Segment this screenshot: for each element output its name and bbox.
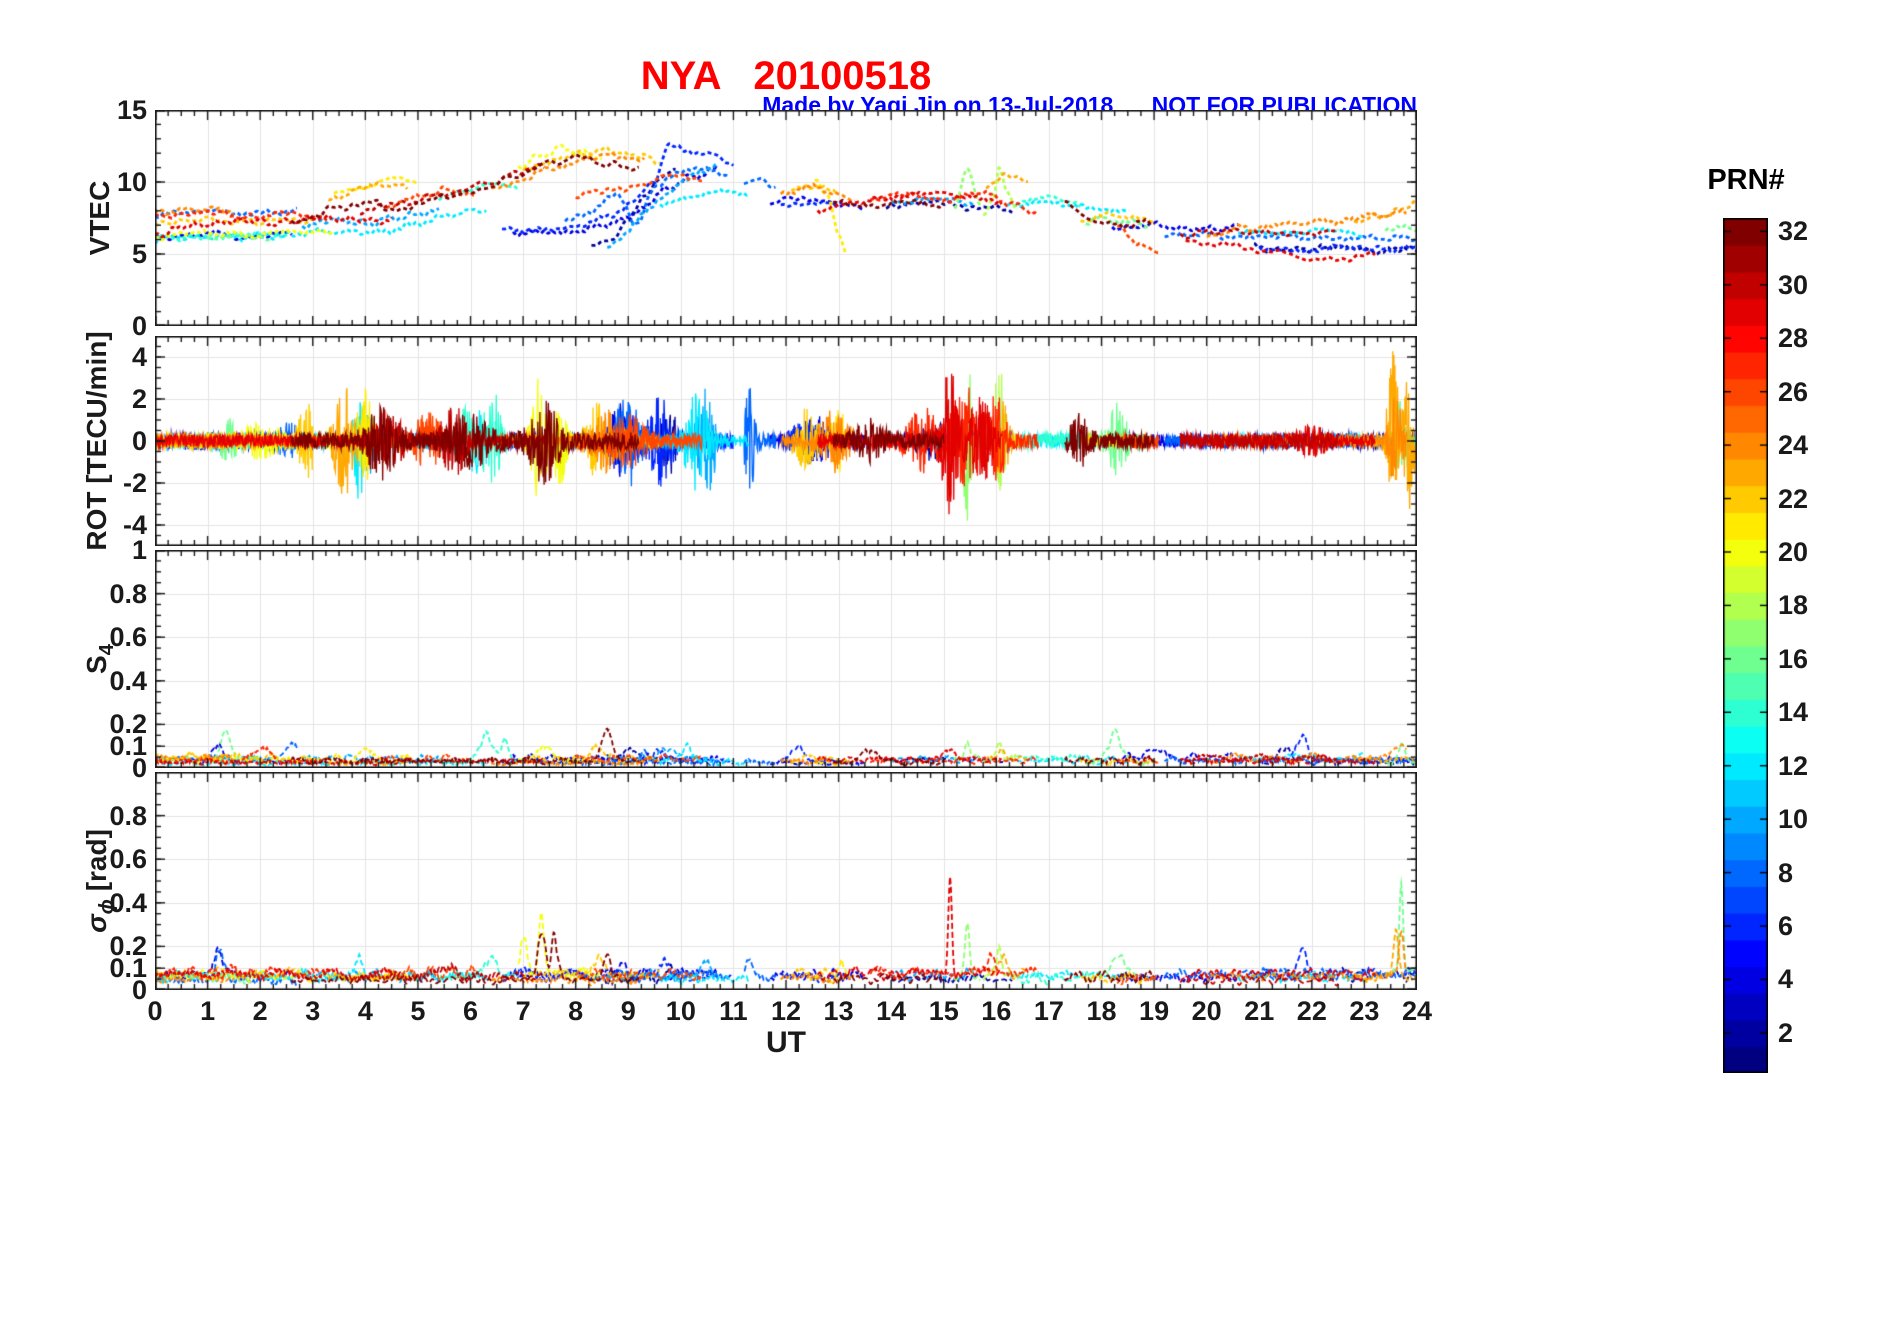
colorbar-tick-label: 16 bbox=[1778, 643, 1809, 674]
s4-panel bbox=[155, 550, 1417, 768]
chart-title: NYA 20100518 bbox=[640, 54, 932, 98]
colorbar-tick-label: 24 bbox=[1778, 430, 1809, 461]
colorbar-tick-label: 12 bbox=[1778, 750, 1809, 781]
y-tick-label: 15 bbox=[116, 95, 147, 125]
x-tick-label: 24 bbox=[1401, 996, 1433, 1026]
colorbar-tick-label: 28 bbox=[1778, 323, 1809, 354]
y-tick-label: 0.4 bbox=[109, 665, 147, 696]
x-tick-label: 4 bbox=[357, 996, 373, 1026]
x-tick-label: 10 bbox=[665, 996, 696, 1026]
y-tick-label: 2 bbox=[131, 384, 147, 414]
x-tick-label: 21 bbox=[1244, 996, 1275, 1026]
y-tick-label: 0.4 bbox=[109, 887, 147, 918]
colorbar-tick-label: 20 bbox=[1778, 536, 1809, 567]
y-tick-label: 0.8 bbox=[109, 800, 147, 831]
colorbar-tick-label: 8 bbox=[1778, 857, 1794, 888]
x-tick-label: 16 bbox=[981, 996, 1012, 1026]
colorbar-tick-label: 32 bbox=[1778, 216, 1809, 247]
colorbar-tick-label: 18 bbox=[1778, 590, 1809, 621]
x-tick-label: 20 bbox=[1191, 996, 1222, 1026]
sigma-phi-panel bbox=[155, 772, 1417, 990]
x-tick-label: 17 bbox=[1033, 996, 1064, 1026]
y-tick-label: 1 bbox=[131, 535, 147, 565]
x-tick-label: 11 bbox=[719, 996, 748, 1026]
x-tick-label: 22 bbox=[1296, 996, 1327, 1026]
y-tick-label: 5 bbox=[131, 239, 147, 269]
y-tick-label: 0 bbox=[131, 311, 147, 341]
colorbar-tick-label: 4 bbox=[1778, 964, 1794, 995]
y-tick-label: -2 bbox=[122, 468, 147, 498]
x-tick-label: 14 bbox=[876, 996, 907, 1026]
colorbar-tick-label: 26 bbox=[1778, 376, 1809, 407]
y-tick-label: 10 bbox=[116, 167, 147, 197]
x-tick-label: 18 bbox=[1086, 996, 1117, 1026]
colorbar-tick-label: 30 bbox=[1778, 269, 1809, 300]
x-tick-label: 2 bbox=[252, 996, 268, 1026]
x-tick-label: 0 bbox=[147, 996, 163, 1026]
y-tick-label: 0.6 bbox=[109, 622, 147, 653]
y-tick-label: 0 bbox=[131, 753, 147, 783]
y-tick-label: 0 bbox=[131, 975, 147, 1005]
y-tick-label: 0.1 bbox=[109, 731, 147, 762]
x-tick-label: 19 bbox=[1139, 996, 1170, 1026]
vtec-panel bbox=[155, 110, 1417, 326]
y-tick-label: 0.2 bbox=[109, 709, 147, 740]
y-tick-label: 0 bbox=[131, 426, 147, 456]
xlabel-ut: UT bbox=[766, 1026, 806, 1059]
x-tick-label: 12 bbox=[770, 996, 802, 1026]
colorbar-tick-label: 6 bbox=[1778, 911, 1794, 942]
x-tick-label: 5 bbox=[410, 996, 426, 1026]
prn-colorbar bbox=[1723, 218, 1768, 1073]
y-tick-label: -4 bbox=[122, 510, 147, 540]
y-tick-label: 0.1 bbox=[109, 953, 147, 984]
colorbar-tick-label: 10 bbox=[1778, 804, 1809, 835]
colorbar-tick-label: 22 bbox=[1778, 483, 1809, 514]
colorbar-tick-label: 14 bbox=[1778, 697, 1809, 728]
rot-panel bbox=[155, 336, 1417, 546]
x-tick-label: 3 bbox=[305, 996, 321, 1026]
x-tick-label: 8 bbox=[568, 996, 584, 1026]
y-tick-label: 0.8 bbox=[109, 578, 147, 609]
colorbar-tick-label: 2 bbox=[1778, 1017, 1794, 1048]
x-tick-label: 13 bbox=[823, 996, 854, 1026]
x-tick-label: 23 bbox=[1349, 996, 1380, 1026]
x-tick-label: 6 bbox=[462, 996, 479, 1026]
x-tick-label: 15 bbox=[928, 996, 959, 1026]
x-tick-label: 7 bbox=[515, 996, 531, 1026]
x-tick-label: 1 bbox=[200, 996, 216, 1026]
y-tick-label: 4 bbox=[131, 342, 147, 372]
x-tick-label: 9 bbox=[620, 996, 636, 1026]
y-tick-label: 0.2 bbox=[109, 931, 147, 962]
colorbar-title: PRN# bbox=[1707, 164, 1785, 196]
y-tick-label: 0.6 bbox=[109, 844, 147, 875]
